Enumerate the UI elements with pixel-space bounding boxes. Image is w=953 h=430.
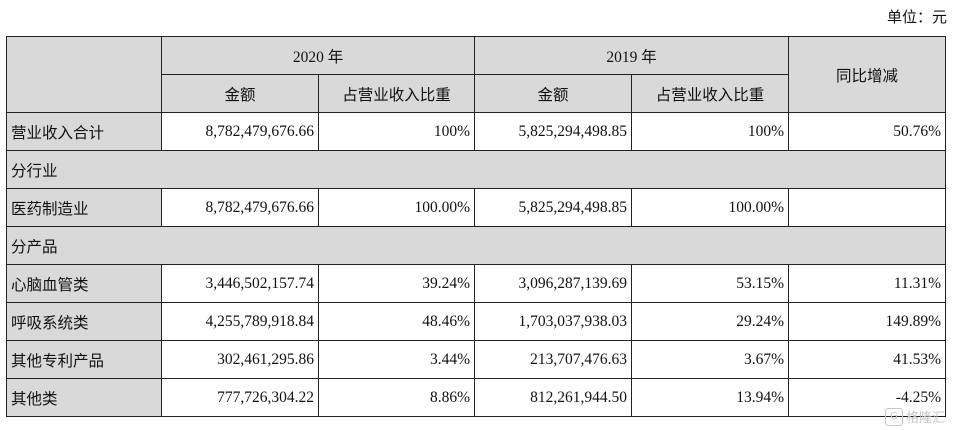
row-label: 营业收入合计 (6, 112, 162, 151)
yoy-change: -4.25% (788, 378, 947, 417)
amount-2019: 1,703,037,938.03 (474, 302, 633, 341)
row-label: 其他专利产品 (6, 340, 162, 379)
ratio-2020: 39.24% (317, 264, 476, 303)
section-row: 分行业 (5, 150, 947, 189)
watermark-text: 格隆汇 (905, 411, 945, 426)
header-corner (6, 36, 162, 113)
amount-2020: 8,782,479,676.66 (161, 112, 319, 151)
ratio-2019: 3.67% (631, 340, 790, 379)
ratio-2020: 100.00% (317, 188, 476, 227)
section-product-label: 分产品 (5, 226, 947, 265)
ratio-2020: 48.46% (317, 302, 476, 341)
section-row: 分产品 (5, 226, 947, 265)
header-amount-2019: 金额 (474, 74, 633, 113)
section-industry-label: 分行业 (5, 150, 947, 189)
revenue-table: 2020 年 2019 年 同比增减 金额 占营业收入比重 金额 占营业收入比重… (5, 36, 947, 417)
table-row: 其他类 777,726,304.22 8.86% 812,261,944.50 … (6, 378, 947, 417)
table-row: 其他专利产品 302,461,295.86 3.44% 213,707,476.… (6, 340, 947, 379)
header-row-cols: 金额 占营业收入比重 金额 占营业收入比重 (7, 74, 946, 113)
ratio-2020: 8.86% (317, 378, 476, 417)
header-ratio-2019: 占营业收入比重 (631, 74, 790, 113)
ratio-2019: 100% (631, 112, 790, 151)
table-row: 心脑血管类 3,446,502,157.74 39.24% 3,096,287,… (6, 264, 947, 303)
table-row: 营业收入合计 8,782,479,676.66 100% 5,825,294,4… (6, 112, 947, 151)
amount-2019: 3,096,287,139.69 (474, 264, 633, 303)
table-row: 呼吸系统类 4,255,789,918.84 48.46% 1,703,037,… (6, 302, 947, 341)
ratio-2019: 100.00% (631, 188, 790, 227)
header-yoy: 同比增减 (788, 36, 947, 113)
unit-label: 单位：元 (886, 10, 947, 26)
yoy-change: 11.31% (788, 264, 947, 303)
ratio-2020: 100% (317, 112, 476, 151)
yoy-change: 41.53% (788, 340, 947, 379)
ratio-2019: 29.24% (631, 302, 790, 341)
row-label: 呼吸系统类 (6, 302, 162, 341)
yoy-change: 50.76% (788, 112, 947, 151)
table-row: 医药制造业 8,782,479,676.66 100.00% 5,825,294… (6, 188, 947, 227)
row-label: 心脑血管类 (6, 264, 162, 303)
ratio-2019: 13.94% (631, 378, 790, 417)
amount-2019: 5,825,294,498.85 (474, 188, 633, 227)
amount-2019: 812,261,944.50 (474, 378, 633, 417)
yoy-change (788, 188, 947, 227)
header-year-2020: 2020 年 (160, 36, 476, 75)
amount-2020: 3,446,502,157.74 (161, 264, 319, 303)
watermark: G 格隆汇 (884, 407, 945, 426)
row-label: 其他类 (6, 378, 162, 417)
amount-2020: 302,461,295.86 (161, 340, 319, 379)
header-amount-2020: 金额 (161, 74, 319, 113)
g-logo-icon: G (884, 407, 903, 426)
row-label: 医药制造业 (6, 188, 162, 227)
header-year-2019: 2019 年 (474, 36, 790, 75)
amount-2019: 213,707,476.63 (474, 340, 633, 379)
amount-2019: 5,825,294,498.85 (474, 112, 633, 151)
header-ratio-2020: 占营业收入比重 (317, 74, 476, 113)
yoy-change: 149.89% (788, 302, 947, 341)
ratio-2019: 53.15% (631, 264, 790, 303)
header-row-years: 2020 年 2019 年 同比增减 (6, 36, 947, 113)
amount-2020: 4,255,789,918.84 (161, 302, 319, 341)
amount-2020: 8,782,479,676.66 (161, 188, 319, 227)
ratio-2020: 3.44% (317, 340, 476, 379)
amount-2020: 777,726,304.22 (161, 378, 319, 417)
